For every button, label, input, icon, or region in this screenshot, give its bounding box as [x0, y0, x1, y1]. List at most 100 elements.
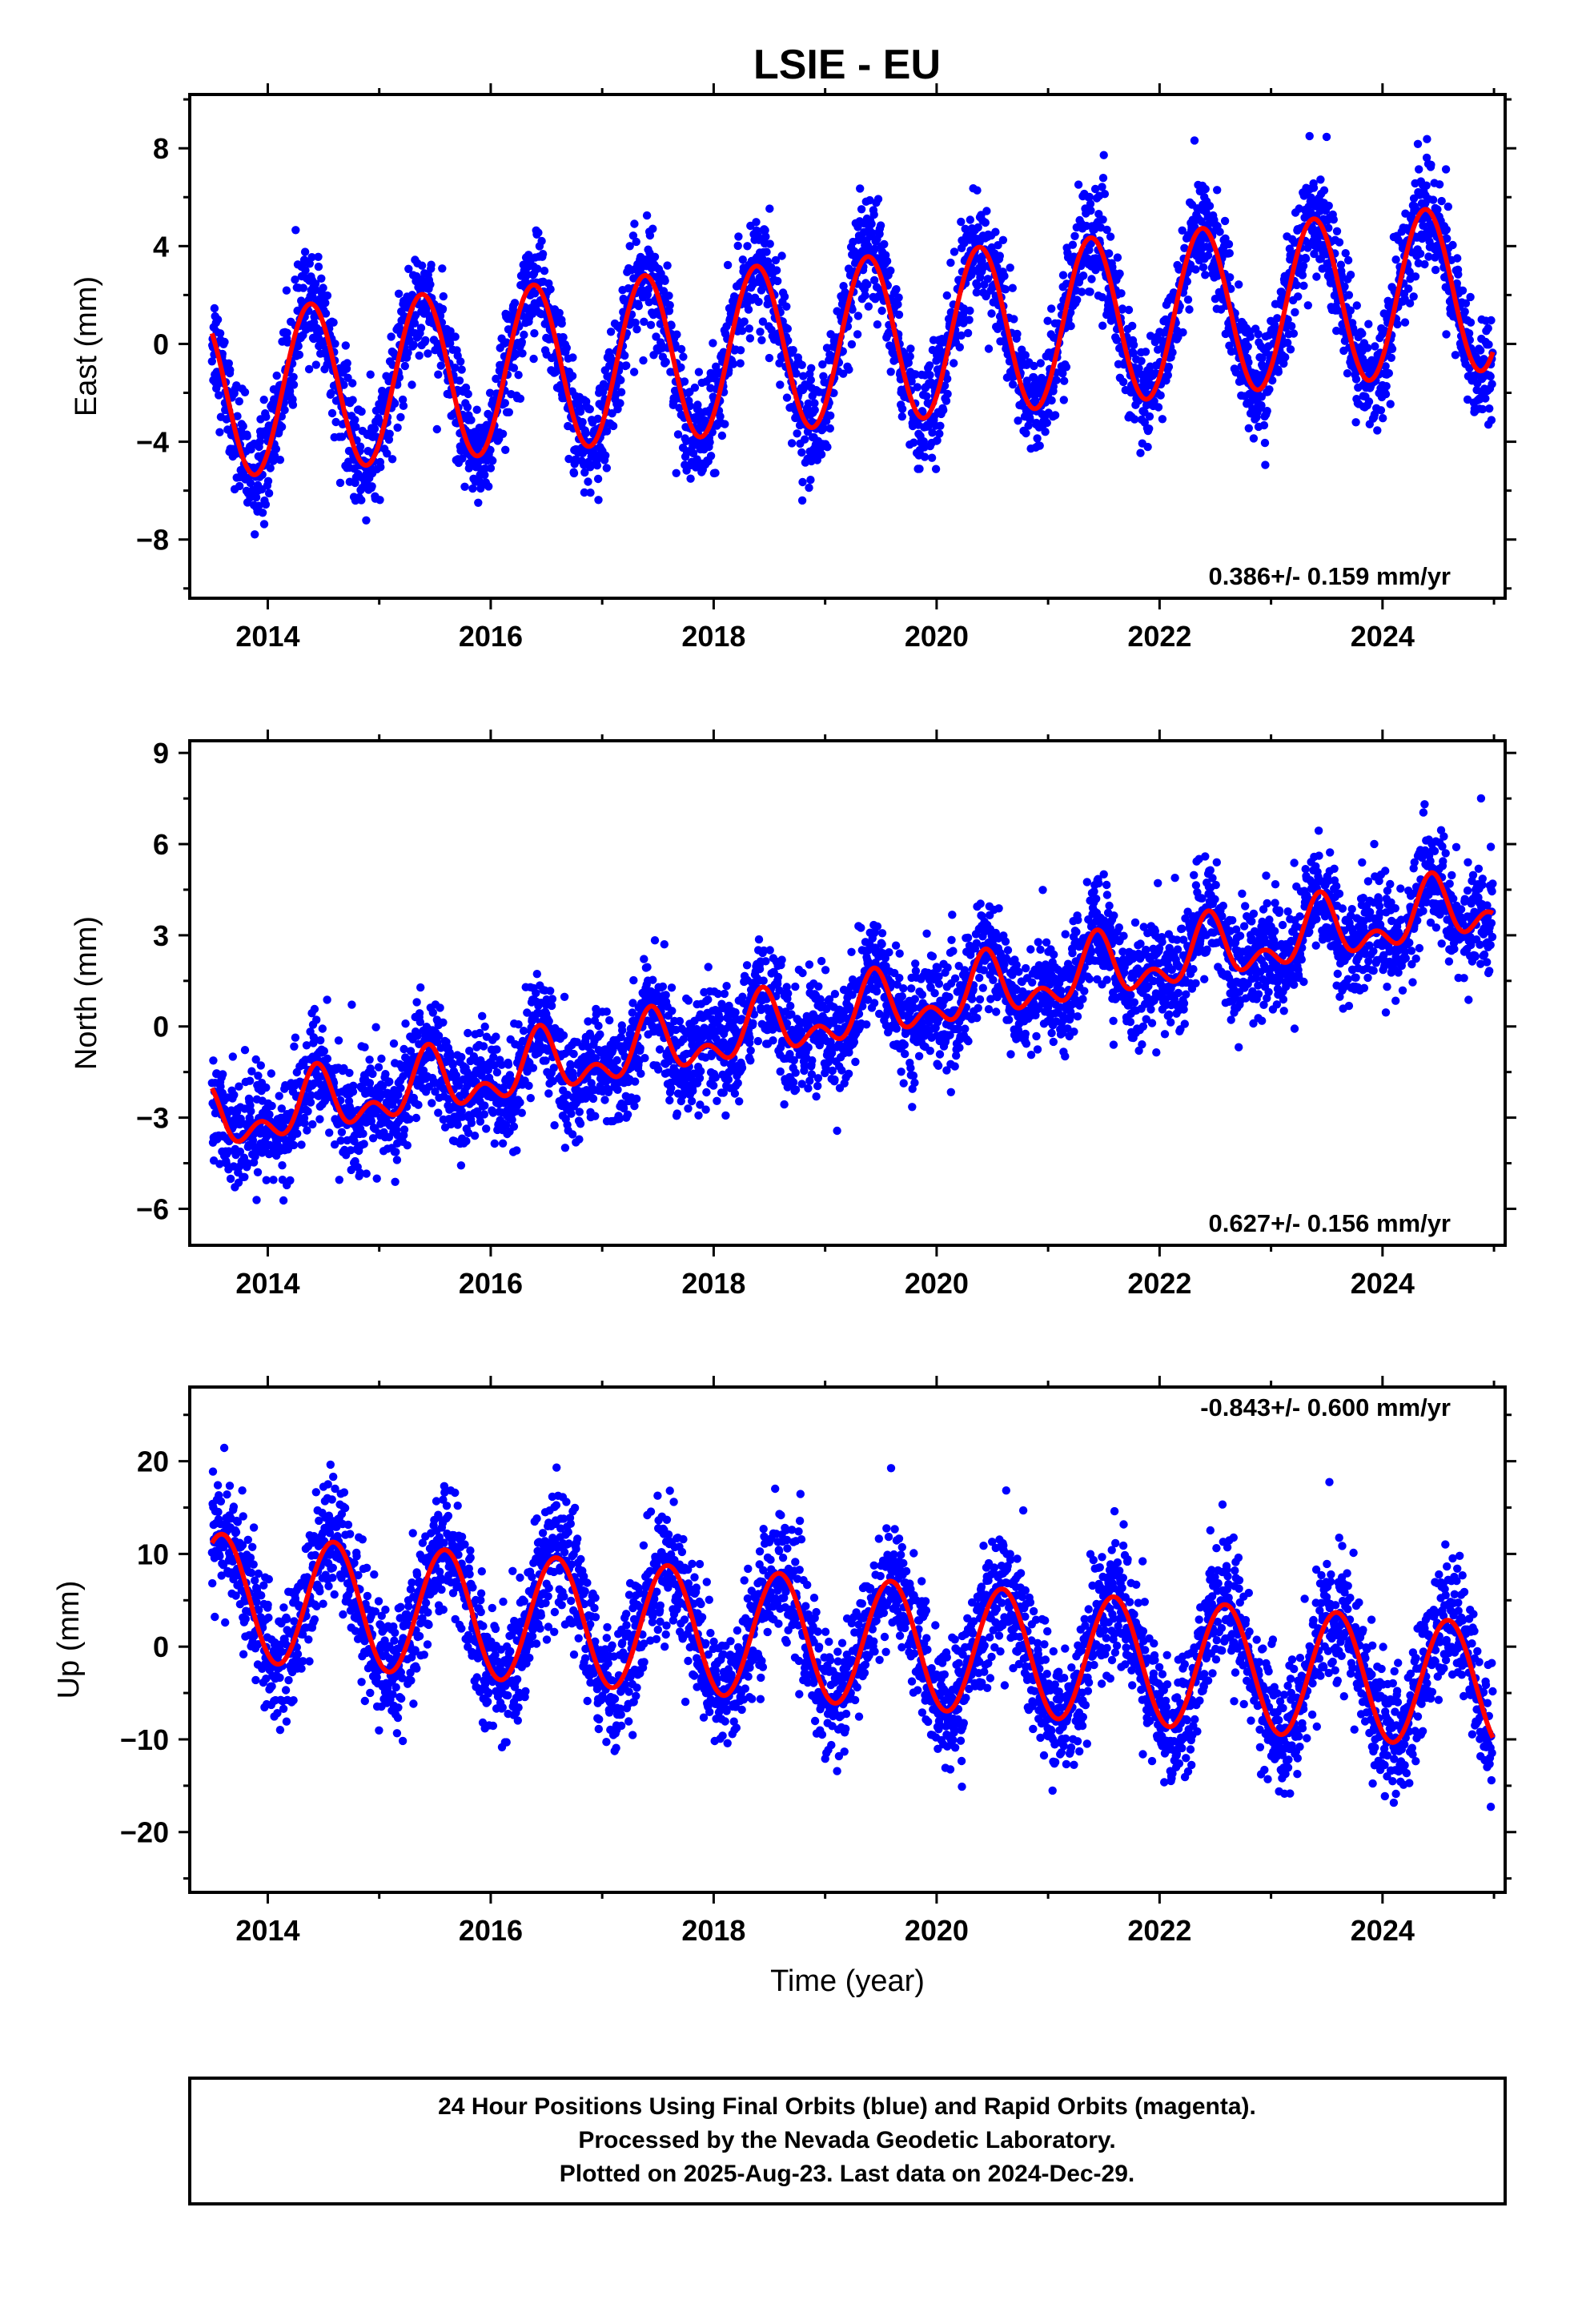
east-point — [810, 399, 819, 408]
east-point — [823, 443, 832, 452]
east-point — [1254, 330, 1263, 339]
east-point — [1118, 304, 1127, 313]
east-point — [1169, 288, 1178, 297]
east-point — [1199, 263, 1208, 271]
east-point — [421, 336, 430, 345]
east-point — [396, 412, 405, 422]
east-point — [355, 442, 365, 451]
east-point — [510, 299, 520, 308]
east-point — [1263, 407, 1271, 416]
east-point — [1381, 362, 1390, 371]
east-point — [939, 406, 948, 415]
east-point — [620, 351, 629, 360]
north-point — [385, 1077, 394, 1086]
east-point — [1128, 321, 1137, 331]
east-point — [1484, 324, 1492, 333]
north-point — [512, 1146, 521, 1155]
east-point — [857, 205, 866, 214]
east-point — [740, 317, 749, 326]
east-point — [1059, 396, 1069, 404]
north-point — [293, 1129, 302, 1138]
east-point — [789, 346, 797, 355]
north-point — [392, 1156, 402, 1164]
east-point — [307, 253, 316, 262]
east-point — [868, 228, 877, 238]
east-point — [1292, 280, 1301, 290]
east-point — [280, 405, 289, 415]
east-point — [295, 350, 304, 360]
east-point — [762, 247, 771, 256]
east-point — [1041, 428, 1050, 436]
east-point — [652, 332, 661, 341]
east-point — [327, 408, 337, 418]
north-point — [517, 1108, 526, 1117]
north-point — [306, 1098, 315, 1107]
east-point — [226, 365, 235, 375]
east-point — [1333, 306, 1343, 315]
east-point — [754, 297, 763, 307]
east-point — [771, 255, 781, 265]
east-point — [1460, 308, 1469, 316]
east-point — [998, 235, 1008, 244]
east-point — [438, 304, 448, 313]
north-point — [479, 1042, 488, 1051]
east-point — [593, 414, 602, 424]
east-point — [1487, 316, 1496, 325]
east-point — [1052, 376, 1061, 384]
east-point — [973, 281, 982, 290]
north-point — [436, 1003, 444, 1012]
east-point — [1415, 165, 1423, 174]
east-point — [797, 496, 807, 505]
north-point — [532, 970, 541, 979]
east-point — [1136, 448, 1145, 457]
east-point — [1286, 345, 1295, 354]
east-point — [972, 288, 982, 297]
east-point — [404, 264, 413, 273]
north-point — [286, 1176, 295, 1185]
north-point — [235, 1082, 243, 1091]
east-point — [1178, 328, 1187, 337]
east-point — [839, 282, 848, 291]
east-point — [706, 452, 716, 460]
north-point — [318, 1024, 327, 1033]
east-xtick-label: 2022 — [1127, 620, 1191, 653]
east-point — [1298, 271, 1307, 279]
east-point — [806, 376, 815, 384]
north-point — [439, 1018, 448, 1027]
east-point — [1117, 289, 1126, 298]
east-point — [1329, 215, 1339, 224]
east-point — [1274, 368, 1283, 376]
east-point — [645, 231, 655, 240]
east-point — [559, 333, 568, 342]
east-point — [1050, 411, 1060, 420]
east-point — [1098, 321, 1107, 330]
east-point — [1185, 305, 1194, 314]
north-point — [319, 1047, 328, 1055]
east-point — [357, 496, 366, 505]
north-point — [416, 983, 425, 992]
east-point — [387, 455, 397, 464]
east-point — [1137, 356, 1146, 365]
east-point — [661, 276, 669, 285]
east-point — [594, 496, 603, 505]
north-point — [362, 1169, 371, 1178]
east-point — [239, 422, 247, 431]
east-point — [1422, 153, 1431, 163]
north-point — [492, 1068, 502, 1077]
north-point — [462, 1136, 471, 1146]
north-point — [245, 1076, 255, 1085]
east-point — [1488, 380, 1496, 388]
east-point — [847, 340, 857, 349]
east-point — [1273, 314, 1282, 323]
east-point — [1307, 193, 1315, 202]
east-point — [629, 368, 639, 376]
east-point — [235, 397, 243, 406]
east-point — [793, 429, 801, 438]
east-point — [1244, 424, 1254, 432]
north-point — [498, 1139, 508, 1148]
east-point — [957, 217, 966, 227]
north-point — [209, 1056, 218, 1065]
east-point — [1448, 240, 1457, 250]
